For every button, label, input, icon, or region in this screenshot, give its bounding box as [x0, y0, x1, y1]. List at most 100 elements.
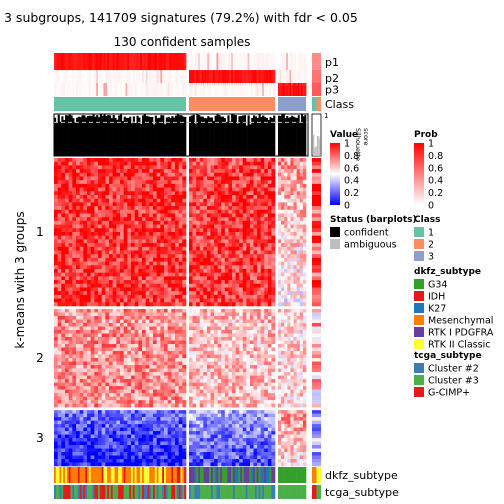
- heat-cell-g1: [72, 224, 77, 229]
- silhouette-bar: [129, 116, 132, 156]
- heat-cell-g1: [164, 235, 168, 240]
- heat-cell-g1: [116, 228, 121, 233]
- heat-cell-g1: [142, 161, 146, 166]
- heat-cell-g1: [281, 213, 285, 218]
- heat-cell-g1: [156, 246, 161, 251]
- heat-cell-g1: [145, 231, 150, 236]
- heat-cell-g1: [199, 180, 204, 185]
- heat-cell-g1: [189, 287, 193, 292]
- heat-cell-g2: [120, 368, 124, 373]
- heat-cell-g1: [232, 191, 236, 196]
- heat-cell-g1: [153, 169, 157, 174]
- heat-cell-g1: [267, 165, 272, 170]
- prob-cell-p1: [81, 53, 84, 71]
- prob-cell-p3: [68, 83, 71, 96]
- heat-cell-g2: [242, 375, 247, 380]
- heat-cell-g1: [257, 283, 261, 288]
- heat-cell-g1: [253, 202, 258, 207]
- heat-cell-g1: [192, 176, 197, 181]
- heat-cell-g1: [206, 161, 211, 166]
- prob-cell-p3: [114, 83, 117, 96]
- heat-cell-g2: [145, 358, 150, 362]
- heat-cell-g2: [203, 351, 208, 355]
- silhouette-bar: [271, 118, 274, 156]
- heat-cell-g2: [239, 354, 244, 359]
- heat-cell-g1: [109, 257, 113, 262]
- heat-cell-g2: [109, 361, 113, 366]
- heat-cell-g1: [134, 261, 139, 266]
- heat-cell-g2: [153, 323, 157, 327]
- heat-cell-g2: [264, 326, 269, 331]
- heat-cell-g2: [210, 375, 215, 380]
- heat-cell-g1: [192, 261, 197, 266]
- heat-cell-g2: [206, 347, 211, 352]
- heat-cell-g1: [290, 291, 294, 296]
- heat-cell-g1: [87, 257, 91, 262]
- heat-cell-g1: [271, 169, 276, 174]
- heat-cell-g2: [302, 323, 307, 327]
- silhouette-bar: [120, 114, 123, 156]
- heat-cell-g1: [68, 220, 73, 225]
- heat-cell-g2: [281, 372, 285, 376]
- heat-cell-g1: [68, 224, 73, 229]
- heat-cell-g2: [68, 333, 73, 338]
- heat-cell-g2: [112, 312, 117, 317]
- heat-cell-g1: [249, 213, 254, 218]
- heat-cell-g2: [134, 354, 139, 359]
- prob-cell-p3: [267, 83, 270, 96]
- heat-cell-g1: [131, 228, 135, 233]
- heat-cell-g2: [271, 326, 276, 331]
- heat-cell-g1: [299, 239, 304, 244]
- heat-cell-g2: [296, 351, 301, 355]
- silhouette-bar: [142, 115, 145, 156]
- heat-cell-g1: [203, 183, 208, 188]
- heat-cell-g1: [116, 246, 121, 251]
- heat-cell-g1: [281, 198, 285, 203]
- heat-cell-g1: [260, 176, 265, 181]
- heat-cell-g1: [101, 268, 106, 273]
- prob-cell-p3: [271, 83, 274, 96]
- heat-side-g1: [312, 176, 321, 181]
- heat-cell-g2: [224, 351, 229, 355]
- heat-cell-g1: [203, 220, 208, 225]
- heat-cell-g1: [164, 169, 168, 174]
- heat-cell-g2: [112, 382, 117, 387]
- heat-cell-g1: [167, 180, 172, 185]
- heat-cell-g1: [235, 213, 240, 218]
- heat-cell-g1: [302, 180, 307, 185]
- heat-cell-g1: [90, 191, 95, 196]
- heat-cell-g2: [224, 319, 229, 324]
- heat-cell-g1: [57, 265, 62, 270]
- heat-cell-g2: [109, 308, 113, 313]
- heat-cell-g1: [221, 206, 226, 211]
- heat-cell-g2: [182, 330, 187, 334]
- heat-cell-g2: [192, 330, 197, 334]
- heat-cell-g1: [178, 231, 183, 236]
- heat-cell-g1: [246, 202, 251, 207]
- heat-cell-g2: [257, 368, 261, 373]
- heat-cell-g1: [296, 206, 301, 211]
- heat-cell-g2: [239, 375, 244, 380]
- heat-cell-g2: [278, 382, 282, 387]
- heat-cell-g1: [267, 272, 272, 277]
- heat-cell-g1: [127, 280, 132, 285]
- heat-side-g1: [312, 235, 321, 240]
- prob-cell-p2: [220, 70, 223, 86]
- heat-cell-g1: [299, 291, 304, 296]
- heat-cell-g1: [131, 261, 135, 266]
- heat-cell-g1: [134, 228, 139, 233]
- heat-cell-g1: [196, 261, 201, 266]
- heat-cell-g1: [61, 243, 66, 248]
- heat-cell-g1: [299, 265, 304, 270]
- heat-cell-g1: [260, 254, 265, 259]
- heat-cell-g1: [210, 183, 215, 188]
- prob-cell-p1: [209, 53, 212, 71]
- heat-cell-g2: [87, 323, 91, 327]
- heat-cell-g2: [232, 354, 236, 359]
- heat-cell-g2: [142, 368, 146, 373]
- heat-cell-g1: [199, 194, 204, 199]
- heat-cell-g1: [281, 169, 285, 174]
- heat-cell-g1: [116, 202, 121, 207]
- heat-cell-g2: [221, 326, 226, 331]
- heat-cell-g2: [299, 315, 304, 320]
